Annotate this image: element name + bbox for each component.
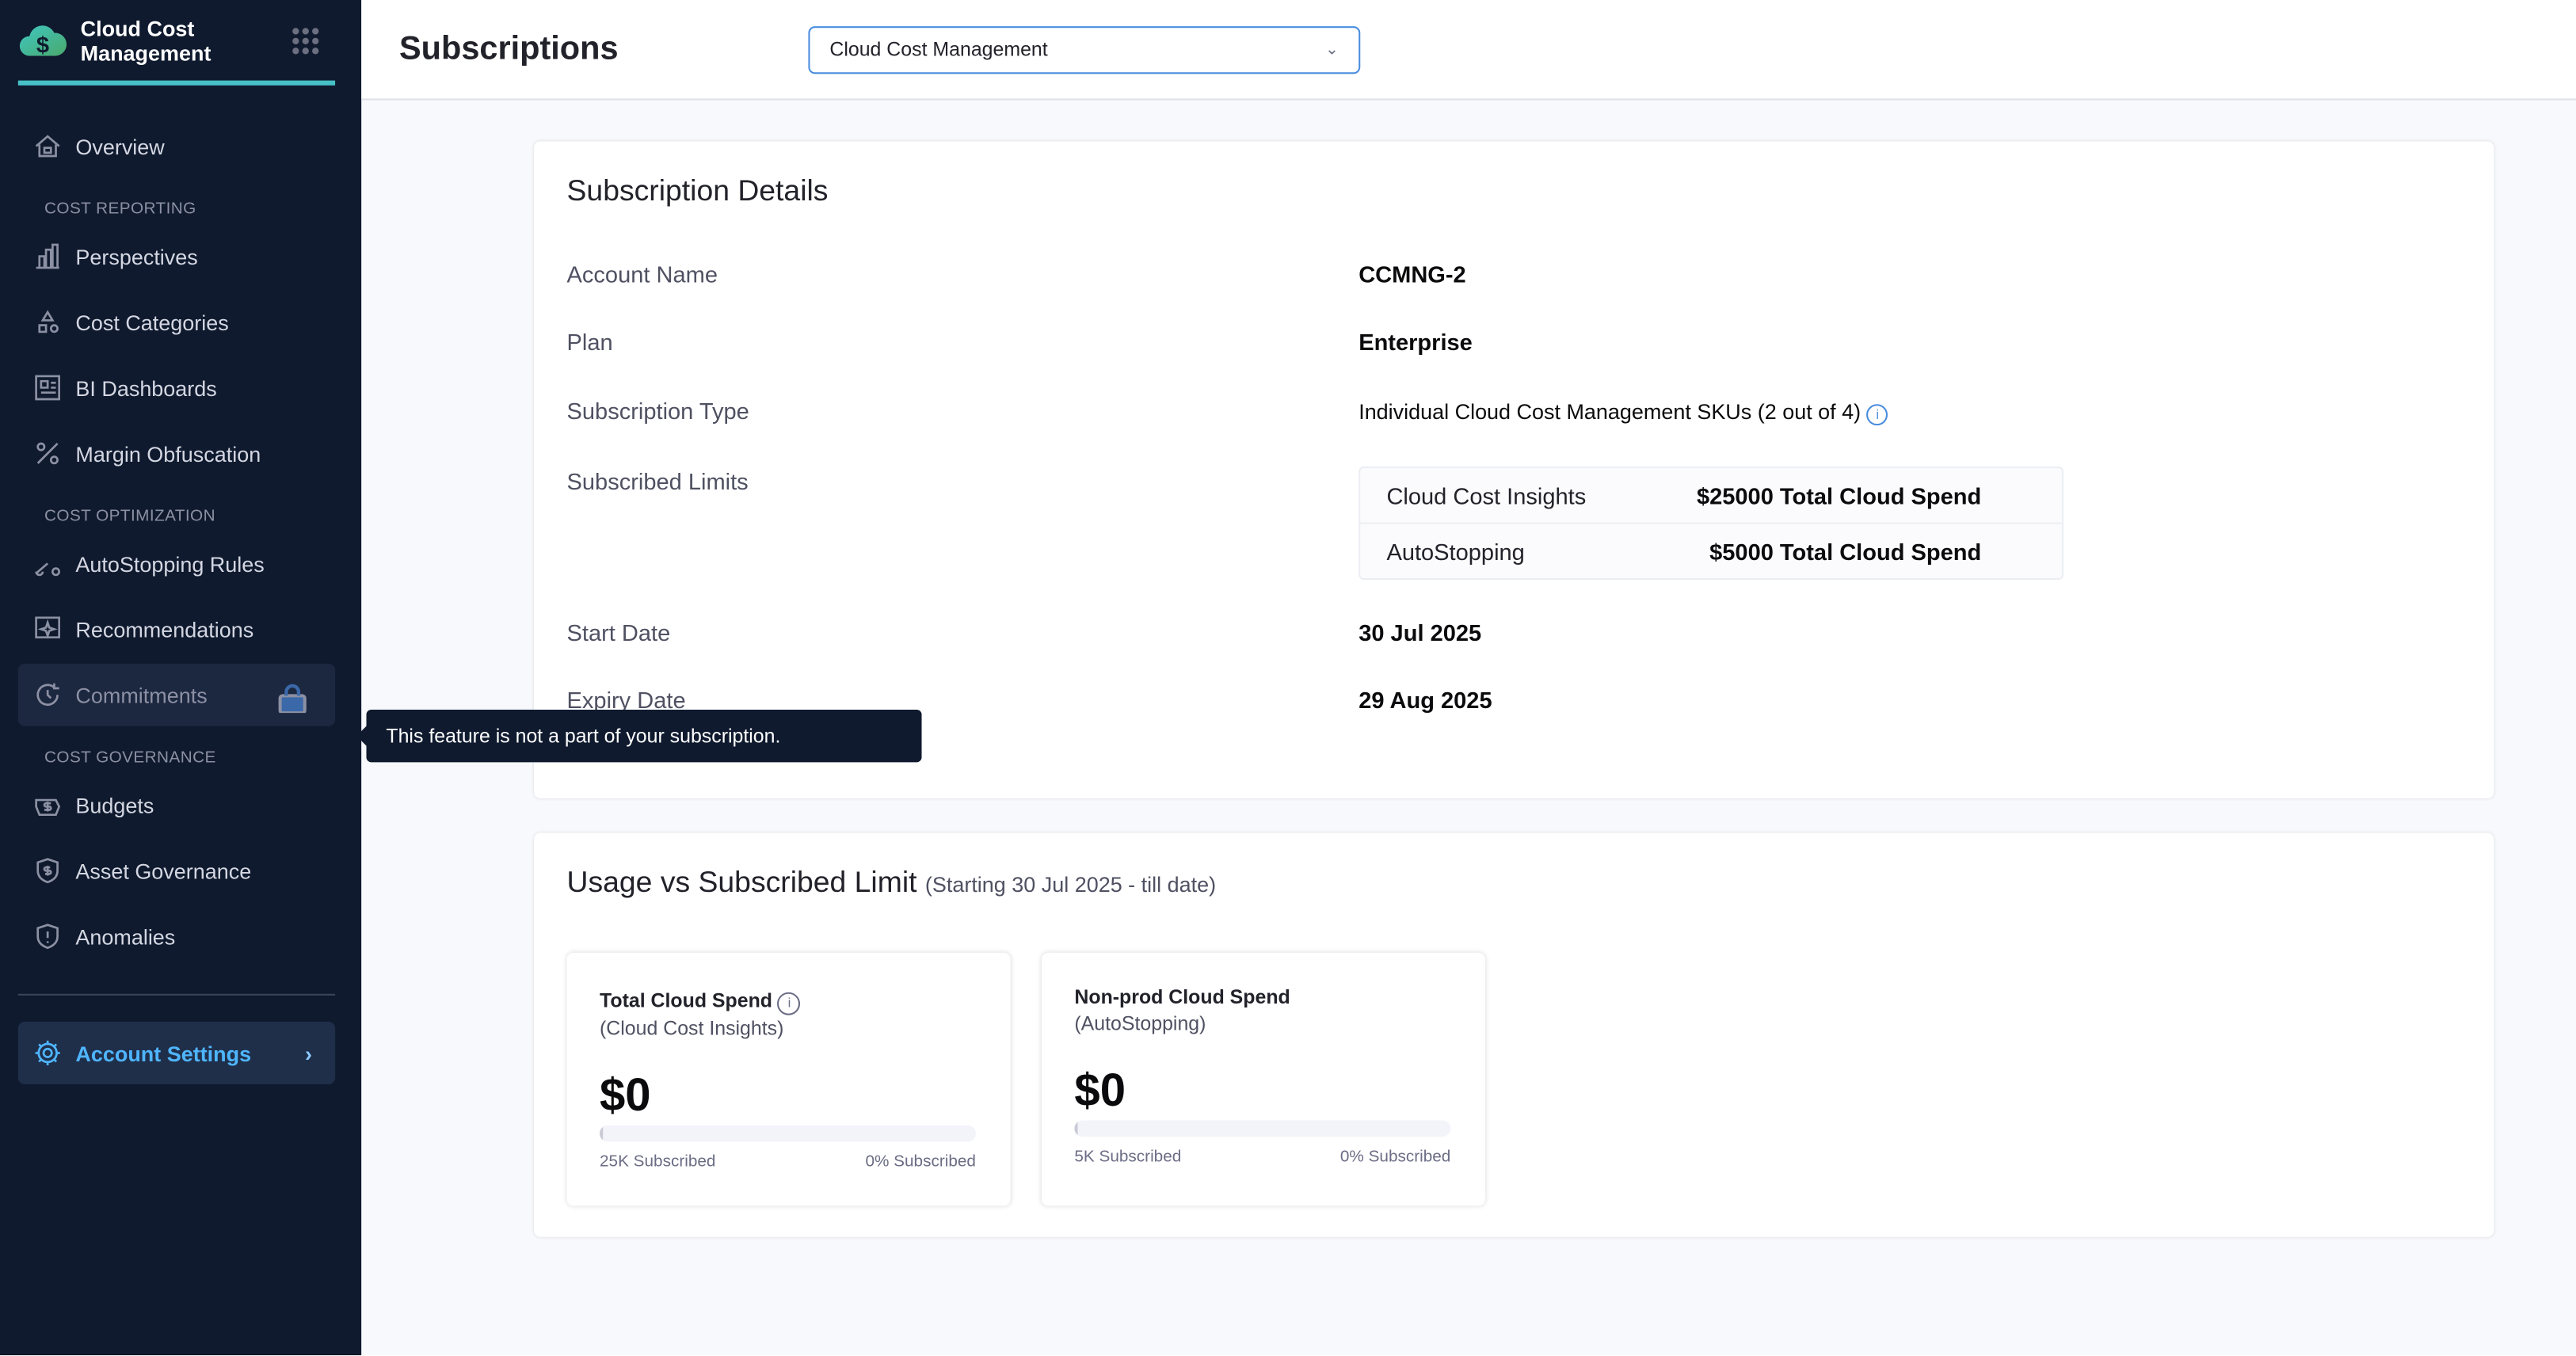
sidebar-item-label: Overview [75, 134, 165, 159]
sidebar-item-label: Perspectives [75, 243, 198, 269]
locked-feature-tooltip: This feature is not a part of your subsc… [356, 709, 922, 763]
metric-title: Total Cloud Spend [600, 988, 773, 1012]
module-title: Cloud Cost Management [80, 15, 211, 65]
lock-icon [278, 684, 307, 714]
sidebar-item-commitments[interactable]: Commitments [17, 663, 336, 726]
sidebar: $ Cloud Cost Management Overview COST RE… [0, 0, 362, 1356]
metric-subtitle: (Cloud Cost Insights) [600, 1016, 784, 1040]
usage-card: Usage vs Subscribed Limit (Starting 30 J… [534, 832, 2494, 1237]
sidebar-item-asset-governance[interactable]: Asset Governance [18, 840, 335, 902]
subscribed-amount: 25K Subscribed [600, 1152, 716, 1171]
account-name-value: CCMNG-2 [1358, 261, 1466, 288]
shield-dollar-icon [36, 858, 59, 884]
apps-grid-icon[interactable] [292, 27, 319, 54]
progress-fill [1074, 1120, 1078, 1137]
sidebar-item-label: Commitments [75, 682, 208, 707]
recommendations-icon [35, 616, 61, 639]
section-cost-reporting: COST REPORTING [44, 200, 196, 219]
account-name-label: Account Name [566, 261, 718, 288]
usage-metric-card: Non-prod Cloud Spend (AutoStopping) $0 5… [1041, 952, 1485, 1206]
limit-name: AutoStopping [1386, 538, 1525, 565]
usage-subtitle: (Starting 30 Jul 2025 - till date) [924, 872, 1217, 897]
start-date-value: 30 Jul 2025 [1358, 619, 1482, 646]
subscribed-percent: 0% Subscribed [1339, 1148, 1451, 1167]
table-row: Cloud Cost Insights $25000 Total Cloud Sp… [1360, 468, 2062, 524]
sidebar-item-overview[interactable]: Overview [18, 115, 335, 177]
progress-fill [600, 1125, 604, 1142]
module-header: $ Cloud Cost Management [17, 0, 336, 86]
expiry-date-label: Expiry Date [566, 686, 686, 714]
limit-value: $25000 Total Cloud Spend [1696, 482, 1982, 508]
subscribed-limits-label: Subscribed Limits [566, 468, 749, 495]
chevron-down-icon: ⌄ [1324, 40, 1339, 59]
limit-name: Cloud Cost Insights [1386, 482, 1587, 508]
sidebar-item-label: AutoStopping Rules [75, 550, 265, 576]
sidebar-item-recommendations[interactable]: Recommendations [18, 598, 335, 661]
subscribed-percent: 0% Subscribed [865, 1152, 976, 1171]
metric-amount: $0 [1074, 1064, 1126, 1116]
sidebar-item-label: Cost Categories [75, 309, 229, 335]
sidebar-item-account-settings[interactable]: Account Settings › [17, 1022, 336, 1084]
table-row: AutoStopping $5000 Total Cloud Spend [1360, 524, 2062, 578]
section-cost-optimization: COST OPTIMIZATION [44, 507, 216, 526]
module-select-value: Cloud Cost Management [829, 37, 1048, 61]
sidebar-item-label: Anomalies [75, 924, 176, 949]
percent-icon [36, 442, 59, 465]
usage-metric-card: Total Cloud Spend i (Cloud Cost Insights… [566, 952, 1011, 1206]
dashboard-icon [35, 375, 61, 401]
subscription-type-value: Individual Cloud Cost Management SKUs (2… [1358, 398, 1862, 425]
info-icon[interactable]: i [1866, 404, 1888, 426]
sidebar-divider [17, 993, 336, 996]
plan-value: Enterprise [1358, 328, 1473, 355]
subscribed-limits-table: Cloud Cost Insights $25000 Total Cloud Sp… [1358, 467, 2063, 581]
metric-title: Non-prod Cloud Spend [1074, 985, 1290, 1009]
chevron-right-icon: › [305, 1040, 313, 1065]
section-title: Subscription Details [566, 173, 829, 208]
sidebar-item-margin-obfuscation[interactable]: Margin Obfuscation [18, 422, 335, 485]
section-cost-governance: COST GOVERNANCE [44, 748, 216, 768]
gear-icon [35, 1040, 60, 1065]
bar-chart-icon [36, 243, 59, 269]
usage-progress-bar [1074, 1120, 1451, 1137]
sidebar-item-anomalies[interactable]: Anomalies [18, 905, 335, 968]
shapes-icon [38, 310, 59, 333]
info-icon[interactable]: i [777, 992, 801, 1015]
subscription-type-label: Subscription Type [566, 397, 749, 425]
sidebar-item-label: Budgets [75, 792, 154, 817]
metric-amount: $0 [600, 1069, 651, 1121]
cloud-dollar-logo-icon: $ [19, 25, 67, 57]
main-content: Subscriptions Cloud Cost Management ⌄ Sub… [361, 0, 2576, 1356]
sidebar-item-cost-categories[interactable]: Cost Categories [18, 291, 335, 353]
autostopping-icon [35, 562, 61, 577]
subscribed-amount: 5K Subscribed [1074, 1148, 1182, 1167]
sidebar-item-label: Asset Governance [75, 858, 252, 883]
expiry-date-value: 29 Aug 2025 [1358, 686, 1492, 714]
sidebar-item-label: BI Dashboards [75, 375, 217, 401]
sidebar-item-budgets[interactable]: Budgets [18, 774, 335, 836]
page-header: Subscriptions Cloud Cost Management ⌄ [361, 0, 2576, 101]
shield-alert-icon [36, 924, 59, 950]
budget-icon [35, 798, 61, 817]
module-select[interactable]: Cloud Cost Management ⌄ [808, 25, 1361, 74]
sidebar-item-label: Account Settings [75, 1040, 252, 1065]
sidebar-item-bi-dashboards[interactable]: BI Dashboards [18, 356, 335, 419]
sidebar-item-label: Margin Obfuscation [75, 440, 261, 466]
svg-text:$: $ [36, 32, 49, 57]
commitments-icon [36, 683, 59, 707]
page-title: Subscriptions [398, 30, 619, 67]
plan-label: Plan [566, 328, 613, 355]
sidebar-item-autostopping-rules[interactable]: AutoStopping Rules [18, 532, 335, 595]
usage-progress-bar [600, 1125, 976, 1142]
subscription-details-card: Subscription Details Account Name CCMNG-… [534, 141, 2494, 798]
metric-subtitle: (AutoStopping) [1074, 1011, 1206, 1035]
sidebar-item-perspectives[interactable]: Perspectives [18, 225, 335, 288]
start-date-label: Start Date [566, 619, 671, 646]
limit-value: $5000 Total Cloud Spend [1709, 538, 1982, 565]
sidebar-item-label: Recommendations [75, 616, 254, 642]
home-icon [35, 135, 60, 158]
usage-title: Usage vs Subscribed Limit [566, 865, 917, 899]
section-title: Usage vs Subscribed Limit (Starting 30 J… [567, 866, 1217, 901]
